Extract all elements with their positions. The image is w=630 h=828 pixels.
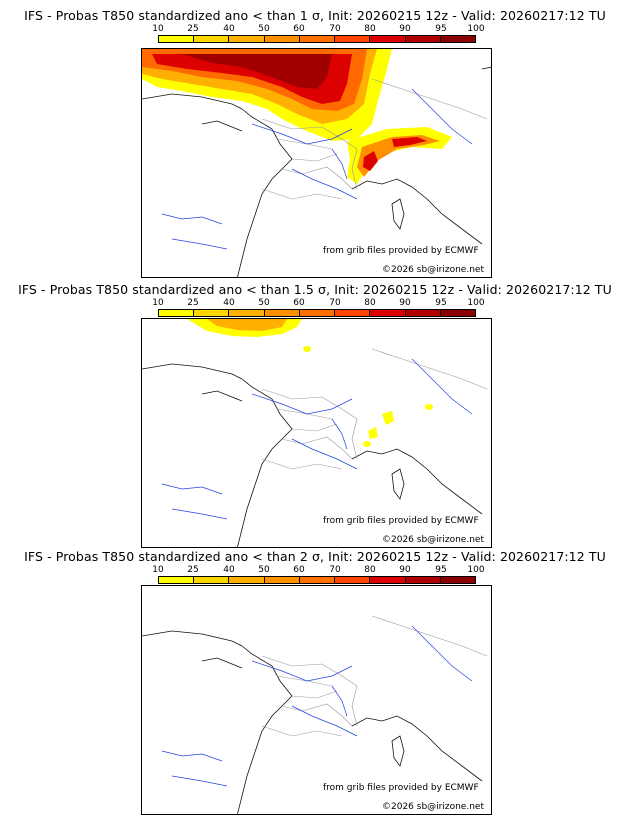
colorbar-swatch — [370, 310, 406, 316]
colorbar-tick: 95 — [435, 565, 447, 575]
colorbar-swatch — [159, 36, 195, 42]
map-panel-3: IFS - Probas T850 standardized ano < tha… — [0, 545, 630, 828]
colorbar-swatch — [405, 36, 441, 42]
colorbar-swatch — [440, 310, 475, 316]
borders — [261, 615, 488, 737]
colorbar-swatch — [194, 36, 230, 42]
panel-title: IFS - Probas T850 standardized ano < tha… — [24, 8, 606, 23]
colorbar-tick: 60 — [293, 565, 305, 575]
map-graphic — [142, 49, 491, 277]
colorbar: 10 25 40 50 60 70 80 90 95 100 — [152, 565, 485, 584]
colorbar-swatch — [194, 577, 230, 583]
map-graphic — [142, 319, 488, 547]
probability-map-3: from grib files provided by ECMWF ©2026 … — [141, 585, 492, 815]
coastlines — [142, 630, 483, 814]
colorbar-tick: 70 — [329, 298, 341, 308]
colorbar-swatch — [299, 36, 336, 42]
colorbar-tick: 80 — [364, 24, 376, 34]
source-credit: from grib files provided by ECMWF — [323, 516, 479, 526]
colorbar-tick: 90 — [399, 24, 411, 34]
copyright-credit: ©2026 sb@irizone.net — [382, 265, 484, 275]
panel-title: IFS - Probas T850 standardized ano < tha… — [18, 282, 612, 297]
colorbar-tick: 10 — [152, 298, 164, 308]
map-panel-1: IFS - Probas T850 standardized ano < tha… — [0, 0, 630, 280]
colorbar-tick: 80 — [364, 298, 376, 308]
colorbar-swatch — [229, 577, 265, 583]
colorbar-swatch — [159, 310, 195, 316]
colorbar-swatch — [440, 577, 475, 583]
colorbar-swatch — [159, 577, 195, 583]
colorbar-tick: 100 — [467, 298, 485, 308]
probability-shading — [142, 49, 452, 184]
colorbar-swatch — [264, 310, 300, 316]
colorbar-tick: 10 — [152, 24, 164, 34]
colorbar-tick: 90 — [399, 298, 411, 308]
colorbar-swatch — [370, 36, 406, 42]
colorbar-strip — [158, 576, 476, 584]
colorbar-tick: 25 — [187, 24, 199, 34]
copyright-credit: ©2026 sb@irizone.net — [382, 802, 484, 812]
copyright-credit: ©2026 sb@irizone.net — [382, 535, 484, 545]
rivers — [161, 625, 473, 787]
colorbar-swatch — [299, 577, 336, 583]
colorbar-tick: 50 — [258, 565, 270, 575]
colorbar-tick: 25 — [187, 298, 199, 308]
probability-map-2: from grib files provided by ECMWF ©2026 … — [141, 318, 492, 548]
colorbar-swatch — [335, 36, 371, 42]
colorbar-tick: 95 — [435, 24, 447, 34]
colorbar-tick: 40 — [223, 298, 235, 308]
colorbar-swatch — [264, 577, 300, 583]
colorbar-tick: 80 — [364, 565, 376, 575]
colorbar-tick: 70 — [329, 565, 341, 575]
colorbar: 10 25 40 50 60 70 80 90 95 100 — [152, 24, 485, 43]
colorbar-swatch — [229, 310, 265, 316]
colorbar-swatch — [335, 310, 371, 316]
borders — [261, 348, 488, 470]
colorbar-tick-labels: 10 25 40 50 60 70 80 90 95 100 — [152, 565, 484, 576]
map-graphic — [142, 615, 488, 814]
colorbar-tick: 50 — [258, 298, 270, 308]
panel-title: IFS - Probas T850 standardized ano < tha… — [24, 549, 606, 564]
probability-shading — [187, 319, 433, 447]
colorbar-swatch — [335, 577, 371, 583]
colorbar-swatch — [299, 310, 336, 316]
colorbar-swatch — [405, 577, 441, 583]
colorbar-swatch — [264, 36, 300, 42]
colorbar-tick: 60 — [293, 24, 305, 34]
coastlines — [142, 66, 491, 277]
colorbar-tick: 50 — [258, 24, 270, 34]
source-credit: from grib files provided by ECMWF — [323, 783, 479, 793]
rivers — [161, 358, 473, 520]
colorbar: 10 25 40 50 60 70 80 90 95 100 — [152, 298, 485, 317]
colorbar-swatch — [194, 310, 230, 316]
map-panel-2: IFS - Probas T850 standardized ano < tha… — [0, 277, 630, 548]
colorbar-tick: 40 — [223, 24, 235, 34]
rivers — [161, 88, 473, 250]
source-credit: from grib files provided by ECMWF — [323, 246, 479, 256]
colorbar-tick-labels: 10 25 40 50 60 70 80 90 95 100 — [152, 298, 484, 309]
colorbar-tick-labels: 10 25 40 50 60 70 80 90 95 100 — [152, 24, 484, 35]
colorbar-tick: 25 — [187, 565, 199, 575]
colorbar-tick: 100 — [467, 24, 485, 34]
colorbar-tick: 40 — [223, 565, 235, 575]
colorbar-swatch — [405, 310, 441, 316]
colorbar-tick: 70 — [329, 24, 341, 34]
colorbar-tick: 60 — [293, 298, 305, 308]
coastlines — [142, 363, 483, 547]
colorbar-tick: 95 — [435, 298, 447, 308]
colorbar-strip — [158, 309, 476, 317]
colorbar-swatch — [229, 36, 265, 42]
colorbar-tick: 100 — [467, 565, 485, 575]
colorbar-swatch — [370, 577, 406, 583]
colorbar-swatch — [440, 36, 475, 42]
colorbar-tick: 90 — [399, 565, 411, 575]
colorbar-tick: 10 — [152, 565, 164, 575]
colorbar-strip — [158, 35, 476, 43]
probability-map-1: from grib files provided by ECMWF ©2026 … — [141, 48, 492, 278]
